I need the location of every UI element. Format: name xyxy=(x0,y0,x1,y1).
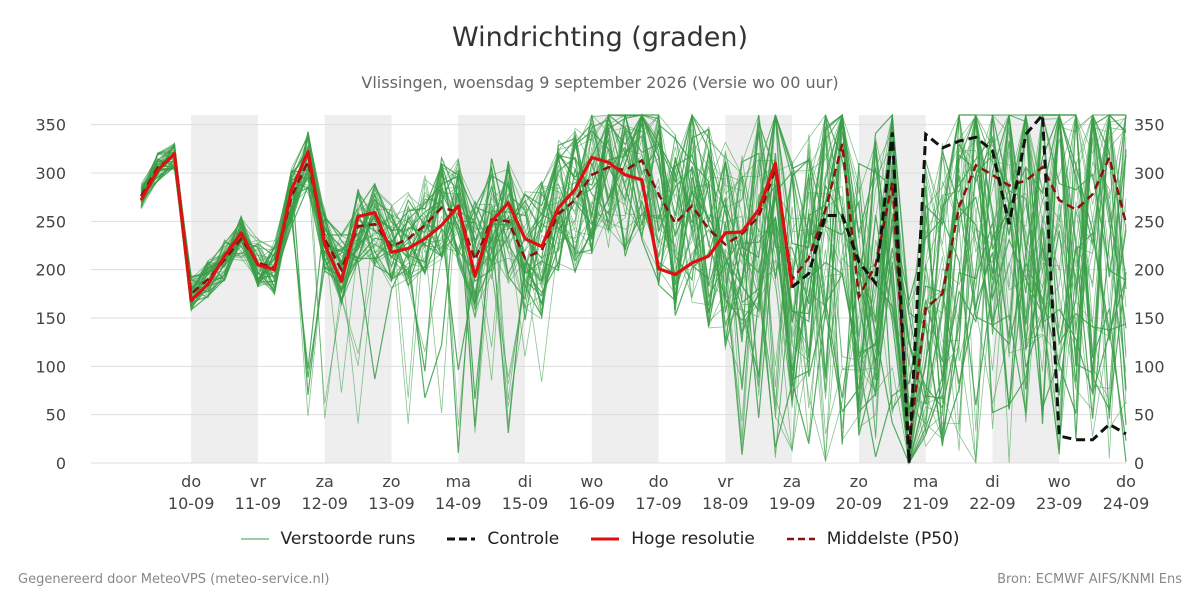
x-tick-day-3: zo xyxy=(382,472,400,491)
ensemble-member-50 xyxy=(140,114,1127,419)
legend-median-swatch xyxy=(786,537,815,541)
y-tick-left-150: 150 xyxy=(35,309,66,328)
x-tick-date-0: 10-09 xyxy=(168,494,215,513)
x-tick-date-3: 13-09 xyxy=(368,494,415,513)
x-tick-day-0: do xyxy=(181,472,201,491)
x-tick-date-4: 14-09 xyxy=(435,494,482,513)
legend-hires-label: Hoge resolutie xyxy=(631,529,755,549)
x-tick-date-7: 17-09 xyxy=(635,494,682,513)
x-tick-date-8: 18-09 xyxy=(702,494,749,513)
y-tick-right-0: 0 xyxy=(1134,454,1144,473)
chart-title: Windrichting (graden) xyxy=(451,22,749,53)
x-tick-date-1: 11-09 xyxy=(235,494,282,513)
x-tick-day-2: za xyxy=(316,472,334,491)
y-tick-left-350: 350 xyxy=(35,116,66,135)
x-tick-date-14: 24-09 xyxy=(1103,494,1150,513)
y-tick-right-350: 350 xyxy=(1134,116,1165,135)
legend: Verstoorde runs Controle Hoge resolutie … xyxy=(0,529,1200,549)
legend-control: Controle xyxy=(447,529,559,549)
x-tick-day-9: za xyxy=(783,472,801,491)
ensemble-member-43 xyxy=(140,114,1127,465)
legend-ensemble-label: Verstoorde runs xyxy=(280,529,416,549)
x-tick-day-11: ma xyxy=(913,472,938,491)
x-tick-day-10: zo xyxy=(850,472,868,491)
legend-ensemble: Verstoorde runs xyxy=(240,529,416,549)
x-tick-day-7: do xyxy=(649,472,669,491)
x-tick-day-4: ma xyxy=(446,472,471,491)
footer-generated-by: Gegenereerd door MeteoVPS (meteo-service… xyxy=(18,572,330,587)
y-tick-left-0: 0 xyxy=(56,454,66,473)
x-tick-date-6: 16-09 xyxy=(569,494,616,513)
hires-line xyxy=(139,150,794,303)
ensemble-lines xyxy=(140,113,1127,465)
x-tick-date-9: 19-09 xyxy=(769,494,816,513)
x-tick-day-1: vr xyxy=(250,472,266,491)
y-tick-left-300: 300 xyxy=(35,164,66,183)
x-tick-day-12: di xyxy=(985,472,1000,491)
y-tick-right-50: 50 xyxy=(1134,406,1154,425)
legend-median: Middelste (P50) xyxy=(786,529,960,549)
legend-median-label: Middelste (P50) xyxy=(826,529,960,549)
control-line-group xyxy=(791,111,1127,464)
ensemble-member-47 xyxy=(140,114,1127,464)
ensemble-member-39 xyxy=(140,114,1127,464)
median-line-group xyxy=(140,143,1128,446)
y-tick-right-100: 100 xyxy=(1134,357,1165,376)
x-tick-date-2: 12-09 xyxy=(301,494,348,513)
x-tick-day-5: di xyxy=(518,472,533,491)
y-tick-left-250: 250 xyxy=(35,212,66,231)
ensemble-member-6 xyxy=(140,114,1127,464)
x-tick-day-14: do xyxy=(1116,472,1136,491)
legend-hires-swatch xyxy=(591,537,620,541)
y-tick-right-300: 300 xyxy=(1134,164,1165,183)
y-tick-left-100: 100 xyxy=(35,357,66,376)
x-tick-day-8: vr xyxy=(717,472,733,491)
control-line xyxy=(791,111,1127,464)
median-line xyxy=(140,143,1128,446)
x-tick-date-10: 20-09 xyxy=(836,494,883,513)
x-tick-date-5: 15-09 xyxy=(502,494,549,513)
shaded-day-1 xyxy=(324,115,392,463)
hires-line-group xyxy=(139,150,794,303)
x-tick-date-11: 21-09 xyxy=(902,494,949,513)
y-tick-right-200: 200 xyxy=(1134,261,1165,280)
x-tick-date-12: 22-09 xyxy=(969,494,1016,513)
y-tick-left-200: 200 xyxy=(35,261,66,280)
legend-ensemble-swatch xyxy=(240,538,269,540)
x-tick-date-13: 23-09 xyxy=(1036,494,1083,513)
footer-source: Bron: ECMWF AIFS/KNMI Ens xyxy=(997,572,1182,587)
legend-hires: Hoge resolutie xyxy=(591,529,755,549)
axis-labels: 0 0 50 50 100 100 150 150 200 200 250 250 300 300 350 3… xyxy=(35,116,1164,513)
y-tick-right-250: 250 xyxy=(1134,212,1165,231)
legend-control-label: Controle xyxy=(487,529,560,549)
ensemble-member-44 xyxy=(140,114,1126,432)
ensemble-member-41 xyxy=(140,114,1127,464)
x-tick-day-13: wo xyxy=(1048,472,1071,491)
y-tick-left-50: 50 xyxy=(46,406,66,425)
y-tick-right-150: 150 xyxy=(1134,309,1165,328)
x-tick-day-6: wo xyxy=(580,472,603,491)
legend-control-swatch xyxy=(447,537,476,541)
chart-subtitle: Vlissingen, woensdag 9 september 2026 (V… xyxy=(361,73,839,92)
wind-direction-chart: 0 0 50 50 100 100 150 150 200 200 250 250 300 300 350 3… xyxy=(35,111,1165,513)
